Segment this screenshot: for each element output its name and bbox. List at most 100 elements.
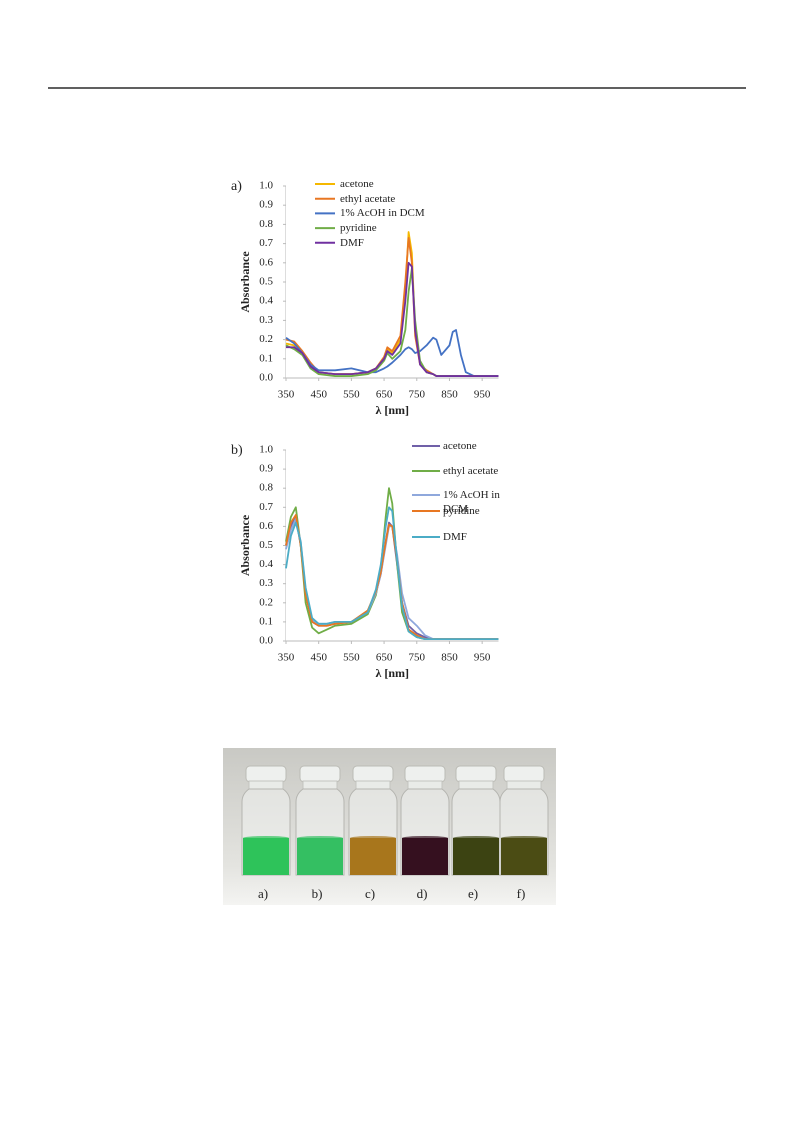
y-tick-label: 0.1 — [259, 352, 273, 364]
series-line — [285, 267, 499, 377]
x-tick-label: 950 — [474, 652, 491, 664]
x-tick-label: 350 — [278, 652, 295, 664]
x-tick-label: 450 — [310, 389, 327, 401]
vial-liquid — [350, 838, 396, 875]
y-tick-label: 0.6 — [259, 520, 273, 532]
y-tick-label: 0.8 — [259, 482, 273, 494]
x-tick-label: 550 — [343, 389, 360, 401]
legend-entry: DMF — [443, 531, 467, 543]
vial-liquid — [297, 838, 343, 875]
legend-label: ethyl acetate — [443, 465, 499, 477]
vial-cap — [404, 765, 446, 783]
vial-neck — [407, 780, 443, 790]
y-tick-label: 0.5 — [259, 539, 273, 551]
x-tick-label: 450 — [310, 652, 327, 664]
vial-meniscus — [297, 836, 343, 840]
x-tick-label: 750 — [409, 389, 426, 401]
legend-label: 1% AcOH in DCM — [443, 489, 500, 515]
x-tick-label: 750 — [409, 652, 426, 664]
y-tick-label: 0.1 — [259, 615, 273, 627]
legend-entry: pyridine — [340, 222, 377, 235]
vial-liquid — [243, 838, 289, 875]
chart: a) 0.0 0.1 0.2 0.3 0.4 0.5 0.6 0.7 0.8 0.9 1.0 350 45… — [231, 178, 499, 417]
y-tick-label: 0.7 — [259, 237, 273, 249]
y-tick-label: 0.3 — [259, 577, 273, 589]
x-axis-title: λ [nm] — [375, 403, 409, 417]
y-axis-title: Absorbance — [238, 251, 252, 313]
legend-entry: 1% AcOH in DCM — [340, 207, 425, 220]
vial-meniscus — [243, 836, 289, 840]
vial-meniscus — [402, 836, 448, 840]
x-tick-label: 650 — [376, 389, 393, 401]
photo-label: f) — [517, 886, 526, 901]
x-tick-label: 850 — [441, 389, 458, 401]
y-tick-label: 0.7 — [259, 501, 273, 513]
legend-label: ethyl acetate — [340, 192, 396, 205]
legend-entry: pyridine — [443, 505, 480, 517]
vial-cap — [299, 765, 341, 783]
photo-label: e) — [468, 886, 478, 901]
vial-photo: a) b) c) d) e) f) — [223, 748, 556, 905]
y-tick-label: 0.8 — [259, 218, 273, 230]
x-tick-label: 850 — [441, 652, 458, 664]
panel-label: b) — [231, 443, 243, 458]
legend-label: pyridine — [443, 505, 480, 517]
y-tick-label: 0.2 — [259, 596, 273, 608]
x-tick-label: 650 — [376, 652, 393, 664]
chart: b) 0.0 0.1 0.2 0.3 0.4 0.5 0.6 0.7 0.8 0.9 1.0 350 45… — [231, 440, 500, 680]
photo-label: d) — [417, 886, 428, 901]
y-tick-label: 0.9 — [259, 463, 273, 475]
y-tick-label: 0.4 — [259, 558, 273, 570]
vial-meniscus — [453, 836, 499, 840]
vial-neck — [248, 780, 284, 790]
y-tick-label: 1.0 — [259, 180, 273, 192]
vial-cap — [455, 765, 497, 783]
legend-entry: ethyl acetate — [443, 465, 499, 477]
legend-label: pyridine — [340, 222, 377, 235]
vial-neck — [355, 780, 391, 790]
x-tick-label: 550 — [343, 652, 360, 664]
y-tick-label: 0.6 — [259, 256, 273, 268]
legend-entry: acetone — [340, 178, 374, 190]
x-tick-label: 350 — [278, 389, 295, 401]
vial-liquid — [501, 838, 547, 875]
x-tick-label: 950 — [474, 389, 491, 401]
photo-label: a) — [258, 886, 268, 901]
y-tick-label: 0.5 — [259, 276, 273, 288]
vial-cap — [352, 765, 394, 783]
vial-liquid — [402, 838, 448, 875]
y-tick-label: 0.0 — [259, 635, 273, 647]
legend-label: acetone — [443, 440, 477, 452]
vial-neck — [506, 780, 542, 790]
legend-label: DMF — [443, 531, 467, 543]
y-tick-label: 0.2 — [259, 333, 273, 345]
vial-cap — [245, 765, 287, 783]
y-tick-label: 0.4 — [259, 295, 273, 307]
vial-neck — [302, 780, 338, 790]
y-tick-label: 0.0 — [259, 372, 273, 384]
y-tick-label: 0.3 — [259, 314, 273, 326]
legend-entry: 1% AcOH in DCM — [443, 489, 500, 515]
y-axis-title: Absorbance — [238, 514, 252, 576]
y-tick-label: 1.0 — [259, 444, 273, 456]
legend-label: DMF — [340, 236, 364, 249]
y-tick-label: 0.9 — [259, 199, 273, 211]
series-line — [286, 261, 499, 377]
legend-label: 1% AcOH in DCM — [340, 207, 425, 220]
legend-entry: acetone — [443, 440, 477, 452]
series-line — [285, 506, 499, 640]
legend-entry: ethyl acetate — [340, 192, 396, 205]
x-axis-title: λ [nm] — [375, 666, 409, 680]
photo-label: b) — [312, 886, 323, 901]
series-line — [285, 329, 499, 377]
vial-neck — [458, 780, 494, 790]
vial-meniscus — [501, 836, 547, 840]
legend-label: acetone — [340, 178, 374, 190]
vial-cap — [503, 765, 545, 783]
vial-meniscus — [350, 836, 396, 840]
panel-label: a) — [231, 179, 242, 194]
legend-entry: DMF — [340, 236, 364, 249]
photo-label: c) — [365, 886, 375, 901]
